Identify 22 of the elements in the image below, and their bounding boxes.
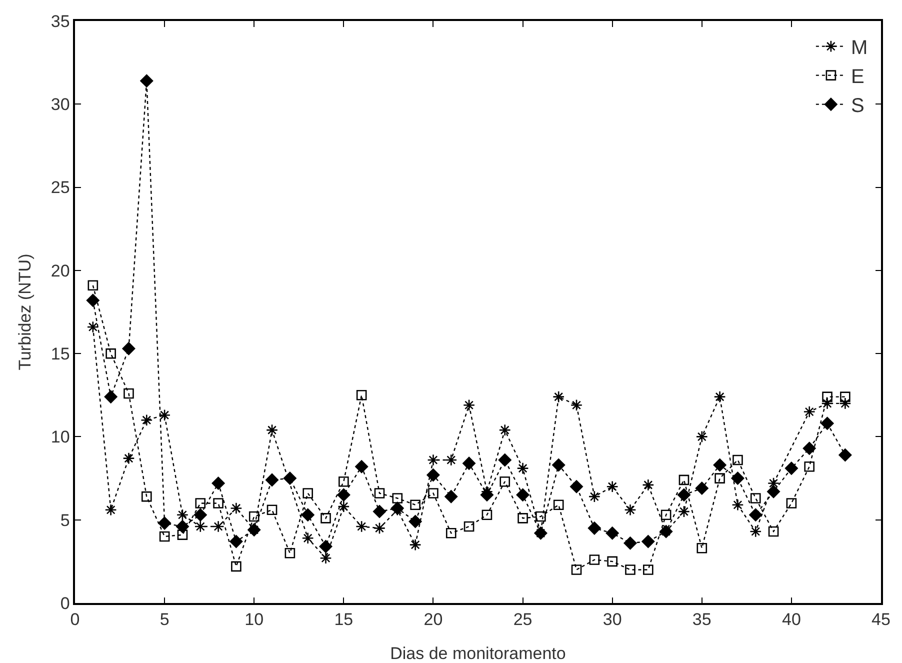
y-tick-label: 30	[50, 95, 70, 114]
x-tick-label: 25	[513, 610, 532, 630]
y-tick-label: 0	[60, 594, 70, 613]
y-tick-label: 10	[50, 428, 70, 447]
x-tick-label: 10	[244, 610, 264, 630]
y-tick-label: 5	[60, 510, 70, 530]
y-tick-label: 35	[50, 12, 70, 31]
y-tick-label: 20	[50, 261, 70, 280]
legend-label: M	[850, 37, 868, 60]
x-tick-label: 35	[692, 610, 712, 630]
legend-label: S	[850, 95, 864, 118]
x-tick-label: 30	[602, 610, 622, 630]
x-tick-label: 20	[424, 610, 443, 630]
x-axis-title: Dias de monitoramento	[390, 644, 566, 663]
y-axis-title: Turbidez (NTU)	[16, 254, 34, 370]
x-tick-label: 45	[872, 610, 890, 630]
x-tick-label: 5	[160, 610, 170, 630]
x-tick-label: 15	[334, 610, 354, 630]
x-tick-label: 40	[782, 610, 801, 630]
y-tick-label: 25	[50, 178, 70, 198]
y-tick-label: 15	[50, 344, 70, 364]
legend-label: E	[850, 66, 864, 88]
